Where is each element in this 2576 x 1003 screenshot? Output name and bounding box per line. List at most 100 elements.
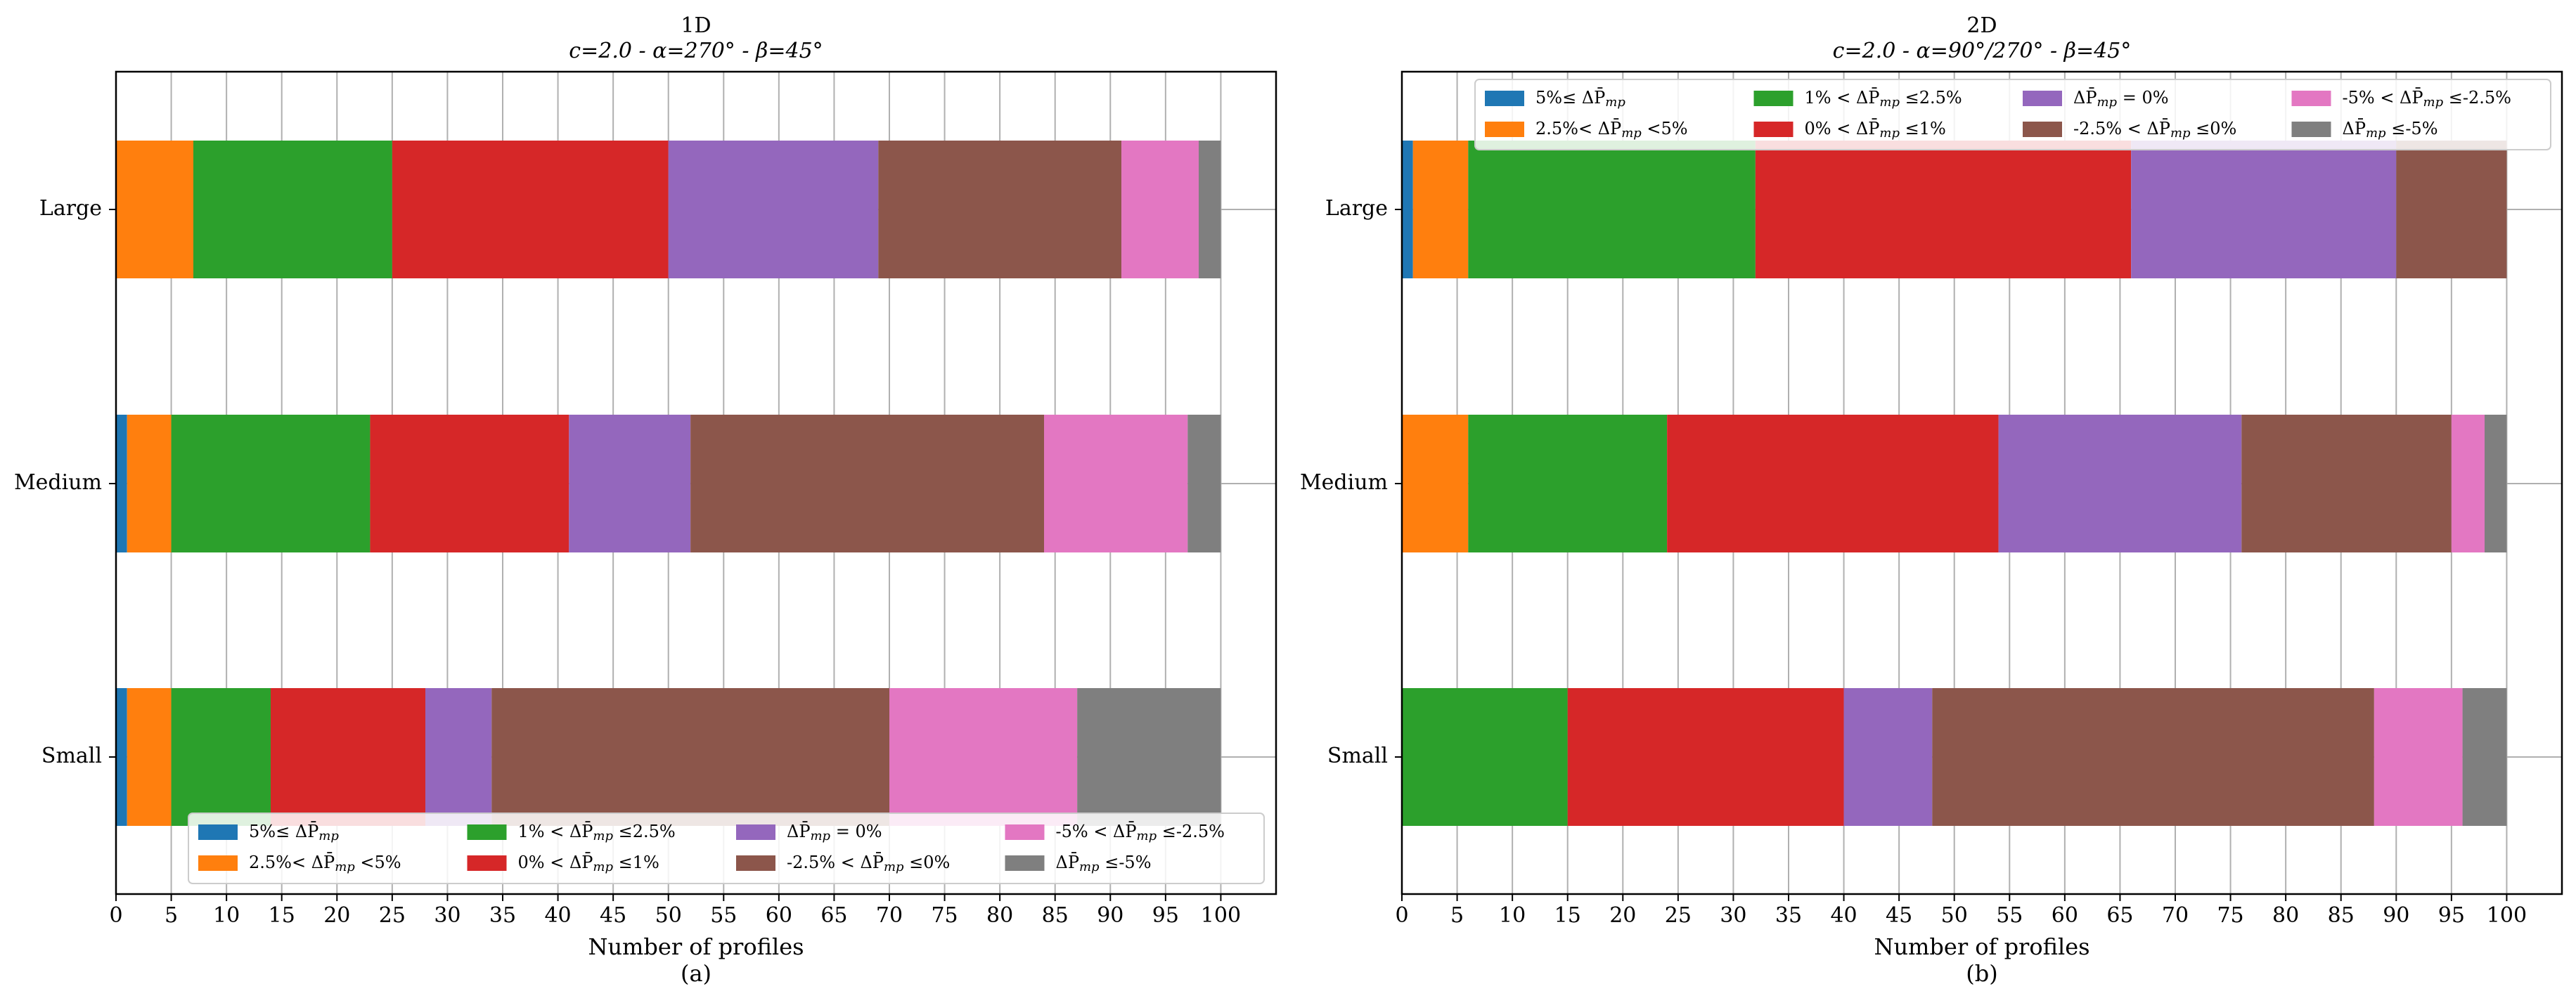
bar-large-series-6 <box>878 141 1121 278</box>
x-tick-label: 80 <box>986 903 1013 928</box>
x-tick-label: 85 <box>2328 903 2355 928</box>
x-axis-label: Number of profiles <box>588 933 804 960</box>
legend: 5%≤ ΔP̄mp 2.5%< ΔP̄mp <5% 1% < ΔP̄mp ≤2.5%… <box>1474 79 2551 150</box>
legend-label: -5% < ΔP̄mp ≤-2.5% <box>2343 87 2511 110</box>
legend-label: 2.5%< ΔP̄mp <5% <box>249 852 401 874</box>
bar-medium-series-2 <box>127 415 172 552</box>
legend-entry: 0% < ΔP̄mp ≤1% <box>467 852 659 874</box>
bar-medium-series-6 <box>2241 415 2452 552</box>
legend-entry: ΔP̄mp ≤-5% <box>2291 118 2438 141</box>
x-tick-label: 50 <box>655 903 682 928</box>
x-tick-label: 90 <box>1097 903 1123 928</box>
x-tick-label: 0 <box>109 903 122 928</box>
x-tick-label: 10 <box>213 903 240 928</box>
bar-small-series-7 <box>2374 688 2463 826</box>
legend-entry: -5% < ΔP̄mp ≤-2.5% <box>2291 87 2511 110</box>
x-tick-label: 95 <box>1152 903 1179 928</box>
x-tick-label: 10 <box>1499 903 1526 928</box>
bar-small-series-3 <box>171 688 271 826</box>
x-tick-label: 90 <box>2383 903 2409 928</box>
y-tick-label: Large <box>1325 196 1388 221</box>
x-tick-label: 30 <box>1720 903 1746 928</box>
x-tick-label: 85 <box>1042 903 1069 928</box>
legend-swatch <box>1753 122 1793 137</box>
chart-subtitle: c=2.0 - α=90°/270° - β=45° <box>1833 39 2132 63</box>
legend-label: 5%≤ ΔP̄mp <box>249 821 339 843</box>
x-tick-label: 65 <box>2106 903 2133 928</box>
x-tick-label: 5 <box>1450 903 1464 928</box>
legend-entry: 5%≤ ΔP̄mp <box>198 821 339 843</box>
x-tick-label: 100 <box>1201 903 1241 928</box>
y-tick-label: Large <box>39 196 102 221</box>
legend-label: 1% < ΔP̄mp ≤2.5% <box>1805 87 1962 110</box>
x-axis: 0 5 10 15 20 25 30 35 40 45 50 55 60 65 70 75 80 85 90 95 10… <box>1395 894 2527 928</box>
bar-medium-series-8 <box>1187 415 1221 552</box>
legend-swatch <box>198 855 238 871</box>
x-tick-label: 20 <box>323 903 350 928</box>
bar-small-series-5 <box>425 688 492 826</box>
bar-medium-series-5 <box>1998 415 2242 552</box>
legend-label: -5% < ΔP̄mp ≤-2.5% <box>1056 821 1225 843</box>
legend-swatch <box>2291 91 2331 106</box>
bar-large-series-2 <box>1412 141 1469 278</box>
bar-small-series-3 <box>1402 688 1568 826</box>
legend-label: 1% < ΔP̄mp ≤2.5% <box>518 821 676 843</box>
bar-medium-series-2 <box>1402 415 1469 552</box>
legend-swatch <box>1005 855 1045 871</box>
bar-large-series-4 <box>1755 141 2132 278</box>
chart-title: 2D <box>1966 13 1997 38</box>
x-tick-label: 100 <box>2487 903 2527 928</box>
legend-label: -2.5% < ΔP̄mp ≤0% <box>787 852 950 874</box>
legend-swatch <box>467 855 507 871</box>
bar-small-series-6 <box>1932 688 2374 826</box>
bar-small-series-4 <box>271 688 425 826</box>
x-tick-label: 40 <box>1830 903 1857 928</box>
bar-large-series-5 <box>2131 141 2397 278</box>
legend-label: 5%≤ ΔP̄mp <box>1535 87 1625 110</box>
x-tick-label: 35 <box>489 903 516 928</box>
bar-large-series-2 <box>116 141 193 278</box>
legend-entry: 2.5%< ΔP̄mp <5% <box>198 852 401 874</box>
bar-large-series-5 <box>668 141 879 278</box>
legend-entry: -2.5% < ΔP̄mp ≤0% <box>736 852 950 874</box>
bar-small-series-4 <box>1567 688 1844 826</box>
x-tick-label: 55 <box>710 903 737 928</box>
x-tick-label: 70 <box>2162 903 2189 928</box>
x-tick-label: 25 <box>379 903 406 928</box>
bar-medium-series-1 <box>116 415 127 552</box>
legend-label: ΔP̄mp ≤-5% <box>2343 118 2438 141</box>
x-axis-label: Number of profiles <box>1874 933 2089 960</box>
bar-medium-series-5 <box>569 415 691 552</box>
bar-large-series-8 <box>1199 141 1221 278</box>
bars <box>1402 141 2507 826</box>
x-tick-label: 35 <box>1775 903 1802 928</box>
chart-subtitle: c=2.0 - α=270° - β=45° <box>569 39 823 63</box>
legend: 5%≤ ΔP̄mp 2.5%< ΔP̄mp <5% 1% < ΔP̄mp ≤2.5%… <box>188 813 1265 884</box>
legend-entry: ΔP̄mp ≤-5% <box>1005 852 1152 874</box>
bar-small-series-7 <box>889 688 1078 826</box>
x-tick-label: 60 <box>2052 903 2078 928</box>
bar-small-series-8 <box>2462 688 2507 826</box>
legend-swatch <box>1485 122 1524 137</box>
x-tick-label: 0 <box>1395 903 1408 928</box>
legend-label: ΔP̄mp ≤-5% <box>1056 852 1152 874</box>
chart-1: 1Dc=2.0 - α=270° - β=45° 0 5 10 15 20 25 30 35 40… <box>14 13 1277 987</box>
legend-entry: 5%≤ ΔP̄mp <box>1485 87 1625 110</box>
x-tick-label: 30 <box>434 903 461 928</box>
x-tick-label: 95 <box>2438 903 2465 928</box>
legend-entry: 0% < ΔP̄mp ≤1% <box>1753 118 1946 141</box>
legend-swatch <box>736 855 775 871</box>
bar-medium-series-8 <box>2485 415 2507 552</box>
x-tick-label: 60 <box>766 903 792 928</box>
y-tick-label: Medium <box>1300 470 1388 495</box>
legend-box <box>1474 79 2551 150</box>
legend-label: 2.5%< ΔP̄mp <5% <box>1535 118 1688 141</box>
bar-medium-series-4 <box>1667 415 1999 552</box>
x-tick-label: 75 <box>931 903 958 928</box>
legend-label: -2.5% < ΔP̄mp ≤0% <box>2073 118 2236 141</box>
legend-swatch <box>2023 122 2062 137</box>
bars <box>116 141 1221 826</box>
bar-medium-series-7 <box>1044 415 1188 552</box>
legend-entry: 1% < ΔP̄mp ≤2.5% <box>467 821 676 843</box>
